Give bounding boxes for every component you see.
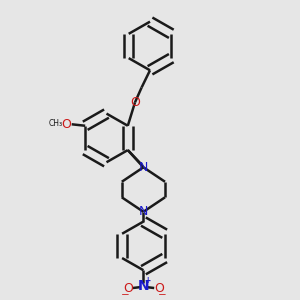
Text: −: −: [120, 290, 129, 299]
Text: N: N: [139, 205, 148, 218]
Text: O: O: [154, 281, 164, 295]
Text: O: O: [130, 96, 140, 109]
Text: O: O: [123, 281, 133, 295]
Text: O: O: [62, 118, 71, 131]
Text: N: N: [138, 279, 149, 292]
Text: +: +: [145, 276, 151, 285]
Text: CH₃: CH₃: [49, 119, 63, 128]
Text: −: −: [158, 290, 166, 299]
Text: N: N: [139, 161, 148, 174]
